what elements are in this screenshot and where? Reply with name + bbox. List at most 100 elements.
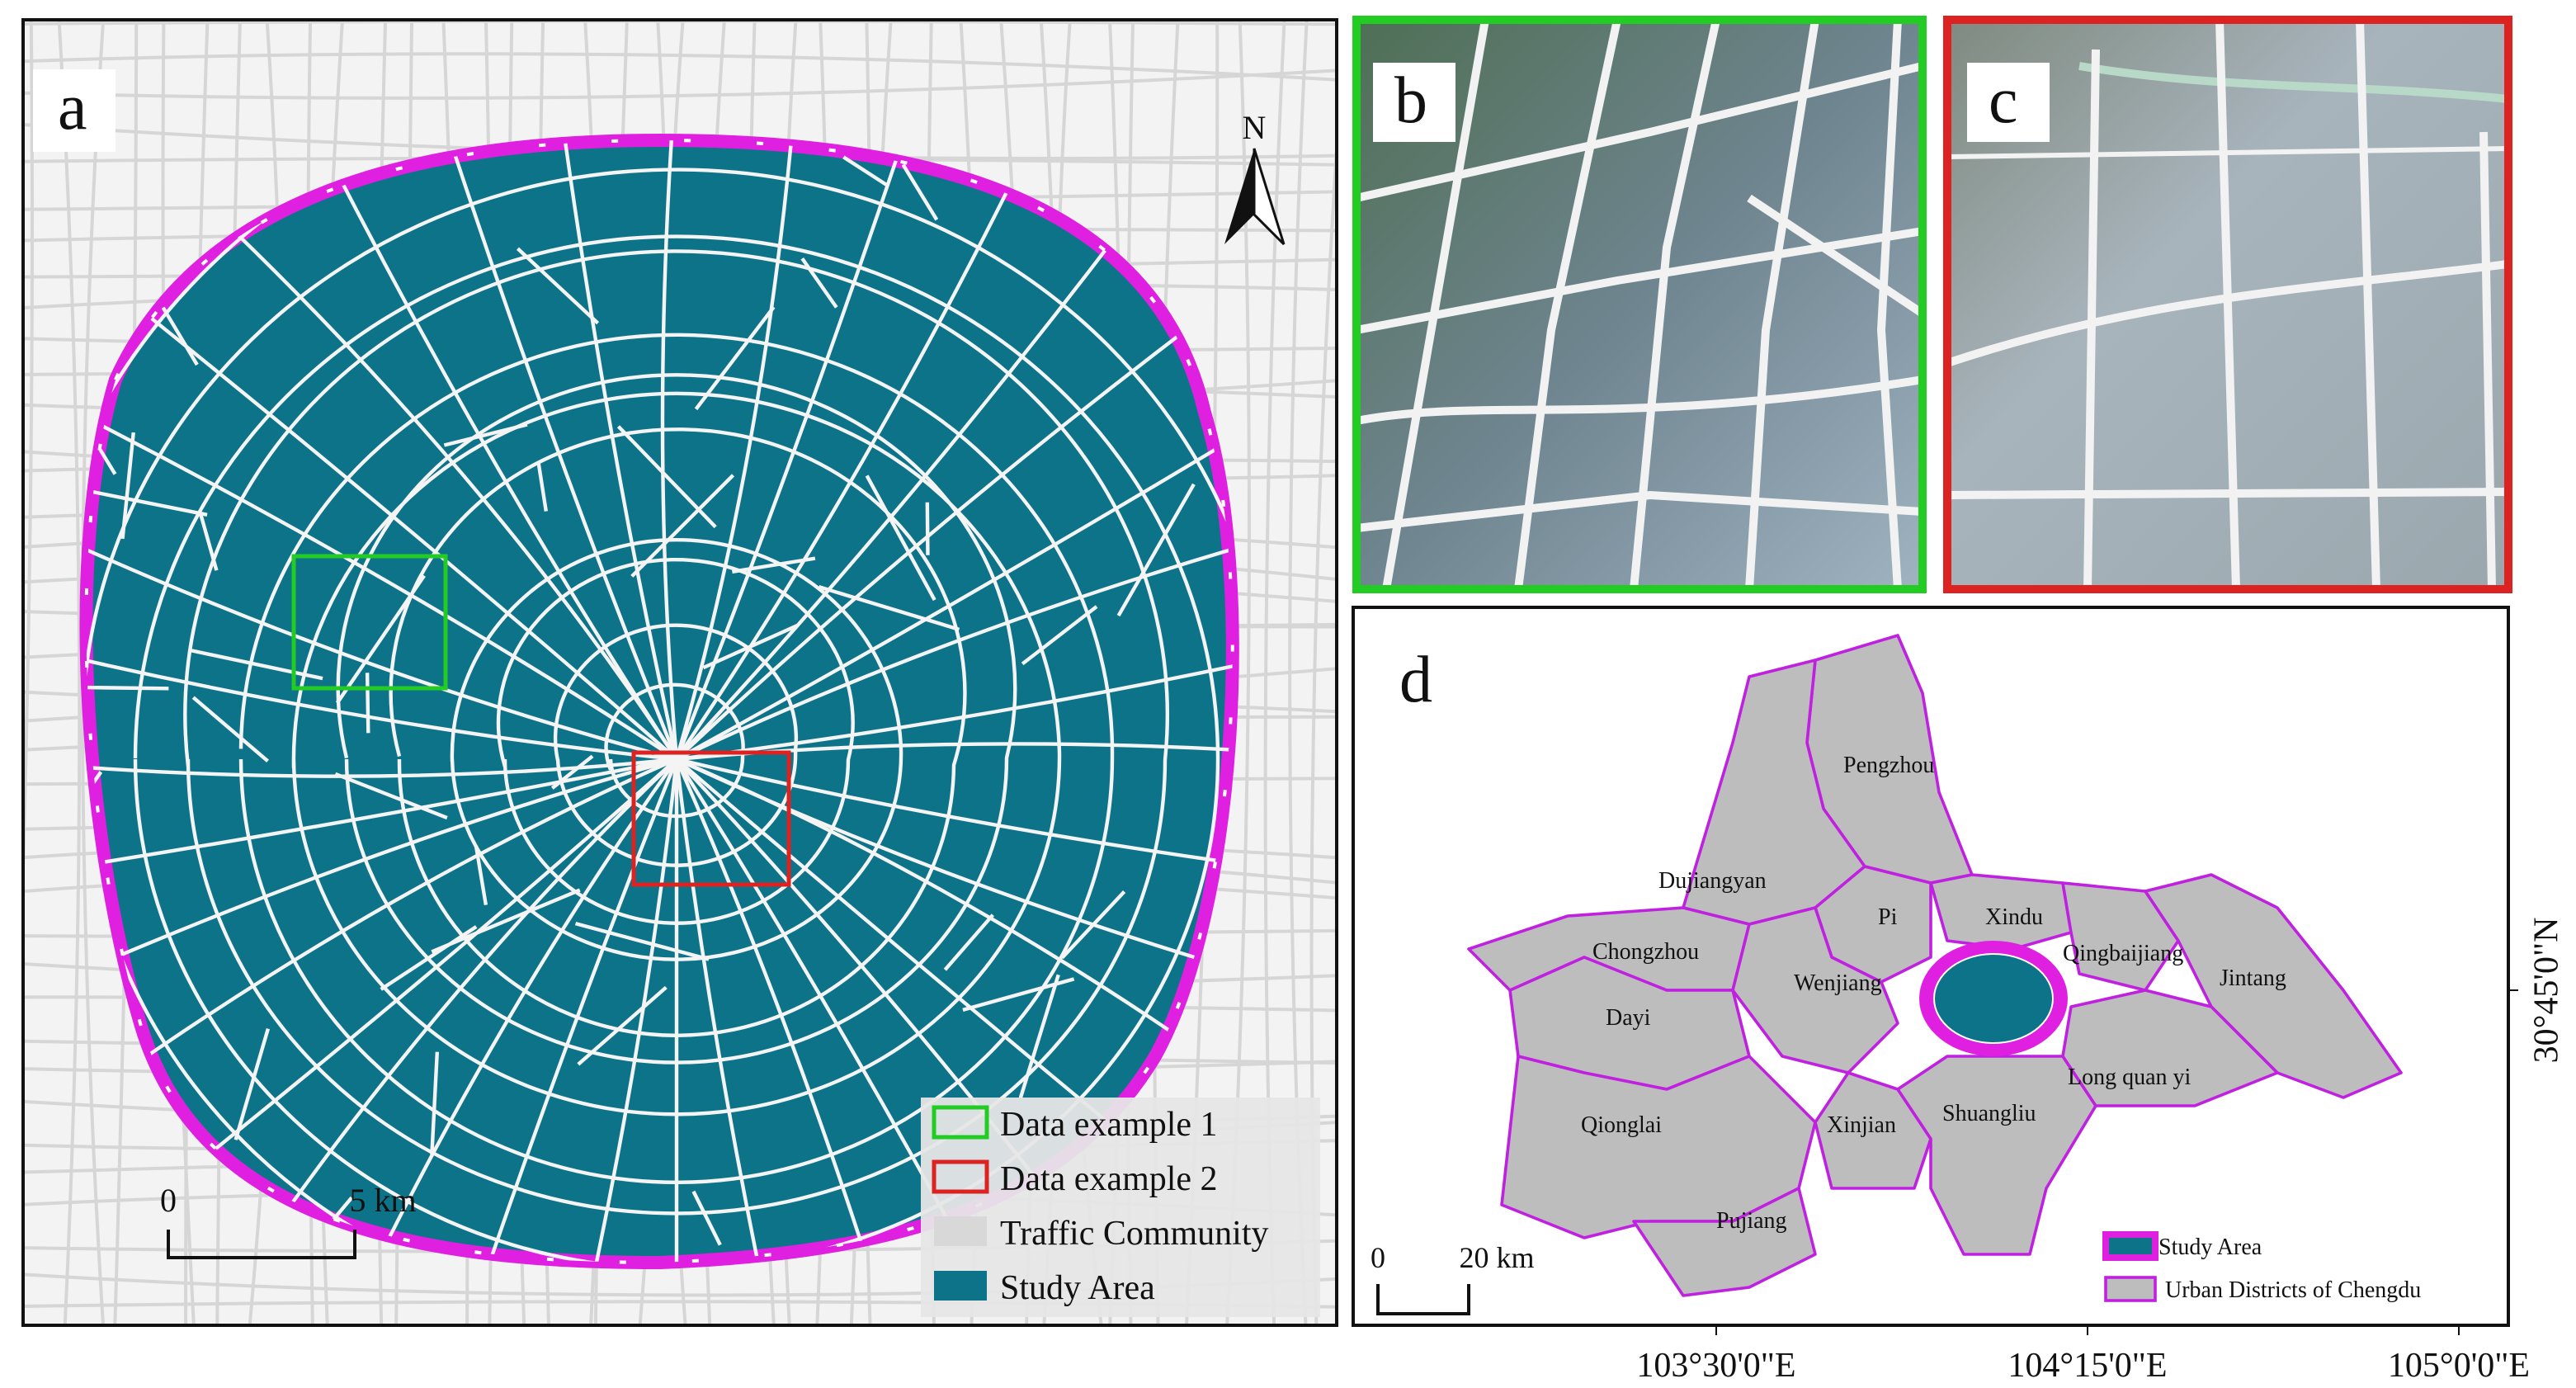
north-label: N [1243, 109, 1267, 146]
road [674, 758, 916, 1263]
scale-label: 0 [1371, 1241, 1385, 1274]
road [630, 474, 735, 578]
road [1018, 974, 1060, 1099]
road [675, 312, 1209, 761]
scale-bar [1376, 1284, 1470, 1315]
district-label: Dujiangyan [1658, 868, 1767, 894]
road [144, 312, 678, 761]
road [291, 391, 1062, 1117]
road [365, 673, 370, 734]
road [336, 373, 1017, 1065]
road [818, 585, 960, 631]
road [229, 226, 678, 761]
study-area-outline [84, 138, 1234, 1265]
road [691, 1190, 722, 1246]
panel-frame [1943, 16, 2512, 593]
road [675, 227, 1124, 761]
panel-frame [21, 18, 1338, 1327]
legend-swatch [2104, 1276, 2157, 1302]
legend-label: Data example 2 [1000, 1160, 1218, 1198]
road [188, 648, 323, 681]
panel-label: c [1989, 64, 2018, 137]
lon-label: 105°0'0"E [2388, 1347, 2530, 1385]
road [443, 423, 528, 447]
district-label: Chongzhou [1592, 939, 1699, 965]
road [389, 427, 967, 1037]
road [554, 758, 679, 1263]
road [496, 557, 855, 925]
scale-bar [167, 1230, 356, 1259]
road [23, 1348, 1337, 1353]
panel-label: d [1399, 644, 1432, 716]
road [23, 1344, 1337, 1375]
road [943, 914, 994, 971]
road [191, 696, 269, 762]
road [328, 758, 678, 1263]
road [23, 52, 1337, 82]
label-box [1373, 63, 1455, 142]
road [865, 474, 937, 602]
lon-label: 104°15'0"E [2007, 1347, 2167, 1385]
roads [1947, 20, 2508, 589]
label-box [1967, 63, 2050, 142]
road [161, 306, 199, 366]
road [694, 305, 776, 411]
legend-label: Urban Districts of Chengdu [2165, 1277, 2421, 1303]
road [901, 163, 939, 221]
road [676, 757, 1233, 882]
road [57, 20, 82, 1325]
road [437, 140, 679, 760]
district-label: Dayi [1606, 1005, 1651, 1031]
road [1116, 483, 1196, 617]
district-label: Qionglai [1581, 1112, 1662, 1138]
road [676, 520, 1233, 761]
road [925, 502, 930, 555]
road [604, 682, 745, 819]
study-area [1933, 953, 2054, 1044]
road [675, 411, 1233, 761]
legend-label: Study Area [1000, 1269, 1155, 1307]
panel-d: d Pengzhou Dujiangyan Pi Xindu Qingbaiji… [1352, 606, 2566, 1385]
road [335, 574, 426, 705]
road [133, 234, 1220, 1263]
district-label: Pengzhou [1843, 753, 1934, 778]
lat-label: 30°45'0"N [2528, 918, 2566, 1064]
north-arrow [1224, 149, 1254, 244]
road [675, 758, 1025, 1263]
scale-label: 20 km [1459, 1241, 1534, 1274]
district-label: Pi [1878, 904, 1898, 930]
road [550, 754, 594, 790]
district-label: Qingbaijiang [2063, 941, 2183, 966]
road [800, 257, 838, 309]
road [1060, 890, 1126, 960]
community-roads [86, 140, 1233, 1263]
scale-label: 5 km [349, 1182, 416, 1219]
road [732, 556, 816, 574]
panel-b: b [1352, 16, 1927, 593]
example-1-box [291, 554, 448, 691]
road [144, 758, 678, 1206]
roads [1356, 20, 1923, 589]
district-label: Xindu [1985, 904, 2043, 930]
district-label: Long quan yi [2068, 1065, 2191, 1090]
legend-swatch [932, 1159, 989, 1194]
road [23, 68, 1337, 100]
road [842, 155, 889, 187]
panel-label: b [1394, 64, 1427, 137]
road [234, 1027, 270, 1140]
legend-swatch [934, 1216, 987, 1246]
road [86, 636, 677, 762]
road [1021, 605, 1098, 666]
road [380, 925, 478, 991]
legend-swatch [2102, 1231, 2158, 1261]
road [474, 845, 488, 905]
district-label: Jintang [2220, 965, 2286, 991]
road [86, 411, 678, 761]
legend-label: Traffic Community [1000, 1215, 1269, 1253]
label-box [33, 69, 116, 152]
road [183, 249, 1169, 1216]
road [88, 489, 208, 517]
road [536, 461, 549, 512]
